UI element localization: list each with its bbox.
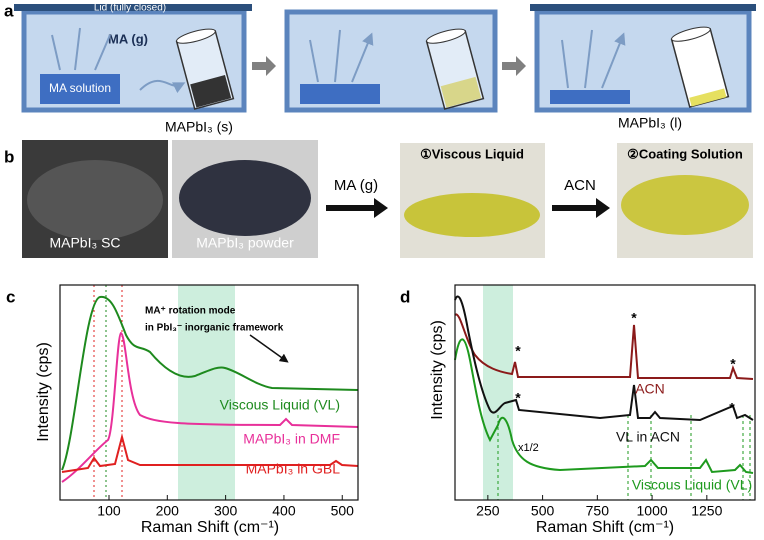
reference-line	[627, 415, 751, 500]
annotation-arrow	[249, 334, 289, 363]
panel-d: d * * * * * x1/2 ACN VL in ACN Viscous L…	[400, 284, 756, 536]
lid	[530, 4, 756, 11]
vial	[175, 28, 235, 110]
y-axis-label: Intensity (cps)	[429, 320, 446, 420]
step-arrow	[502, 56, 526, 76]
series-label: ACN	[635, 381, 665, 397]
x-axis-label: Raman Shift (cm⁻¹)	[141, 519, 279, 536]
vial	[670, 26, 730, 108]
liquid	[404, 193, 540, 237]
highlight-band	[483, 285, 513, 500]
x-tick-label: 1250	[691, 503, 722, 519]
panel-label: b	[4, 147, 14, 166]
vial	[425, 28, 485, 110]
panel-label: d	[400, 287, 410, 306]
annotation: MA⁺ rotation mode	[145, 306, 236, 317]
spectrum	[454, 338, 754, 474]
photo-label: MAPbI₃ powder	[196, 235, 294, 251]
x-tick-label: 500	[531, 503, 555, 519]
series-label: MAPbI₃ in DMF	[243, 431, 340, 447]
peak-mark: *	[515, 390, 521, 406]
solution-dish	[40, 74, 120, 104]
peak-mark: *	[515, 343, 521, 359]
x-tick-label: 400	[272, 503, 296, 519]
series-label: Viscous Liquid (VL)	[632, 477, 752, 493]
photo-label: ②Coating Solution	[627, 146, 743, 161]
plot-frame	[59, 284, 359, 501]
arrow	[552, 198, 610, 218]
series-label: VL in ACN	[616, 429, 680, 445]
plot-frame	[454, 284, 756, 501]
x-tick-label: 100	[97, 503, 121, 519]
x-tick-label: 1000	[637, 503, 668, 519]
gas-flow	[51, 27, 180, 90]
panel-label: c	[6, 287, 15, 306]
spectrum	[454, 313, 754, 380]
liquid-label: MAPbI₃ (l)	[618, 115, 682, 131]
solution-dish	[300, 84, 380, 104]
series-label: MAPbI₃ in GBL	[246, 461, 341, 477]
reference-line	[93, 285, 123, 500]
lid	[14, 4, 252, 11]
panel-b: b MAPbI₃ SC MAPbI₃ powder MA (g) ①Viscou…	[4, 140, 753, 258]
annotation: in PbI₃⁻ inorganic framework	[145, 323, 284, 334]
photo-label: MAPbI₃ SC	[49, 235, 120, 251]
x-axis-label: Raman Shift (cm⁻¹)	[536, 519, 674, 536]
spectrum	[61, 331, 359, 483]
panel-c: c MA⁺ rotation mode in PbI₃⁻ inorganic f…	[6, 284, 359, 536]
solid-label: MAPbI₃ (s)	[165, 119, 233, 135]
gas-label: MA (g)	[108, 31, 148, 46]
x-tick-label: 250	[476, 503, 500, 519]
series-label: Viscous Liquid (VL)	[220, 397, 340, 413]
solution-dish	[550, 90, 630, 104]
gas-flow	[561, 30, 622, 89]
gas-flow	[309, 30, 370, 83]
panel-label: a	[4, 1, 14, 20]
crystals	[27, 160, 163, 240]
peak-mark: *	[631, 310, 637, 326]
powder	[179, 160, 311, 236]
peak-mark: *	[730, 356, 736, 372]
lid-label: Lid (fully closed)	[94, 3, 166, 14]
solution-label: MA solution	[49, 81, 111, 95]
arrow-label: ACN	[564, 177, 596, 194]
x-tick-label: 500	[331, 503, 355, 519]
highlight-band	[178, 285, 235, 500]
x-tick-label: 300	[214, 503, 238, 519]
spectrum	[61, 433, 359, 473]
annotation: x1/2	[518, 442, 539, 454]
x-tick-label: 750	[586, 503, 610, 519]
step-arrow	[252, 56, 276, 76]
spectrum	[454, 295, 754, 422]
y-axis-label: Intensity (cps)	[35, 342, 52, 442]
arrow	[326, 198, 388, 218]
panel-a: a Lid (fully closed) MA solution MA (g) …	[4, 1, 756, 135]
photo-label: ①Viscous Liquid	[420, 146, 524, 161]
x-tick-label: 200	[156, 503, 180, 519]
spectrum	[61, 295, 359, 471]
arrow-label: MA (g)	[334, 177, 378, 194]
liquid	[621, 175, 749, 235]
peak-mark: *	[729, 400, 735, 416]
